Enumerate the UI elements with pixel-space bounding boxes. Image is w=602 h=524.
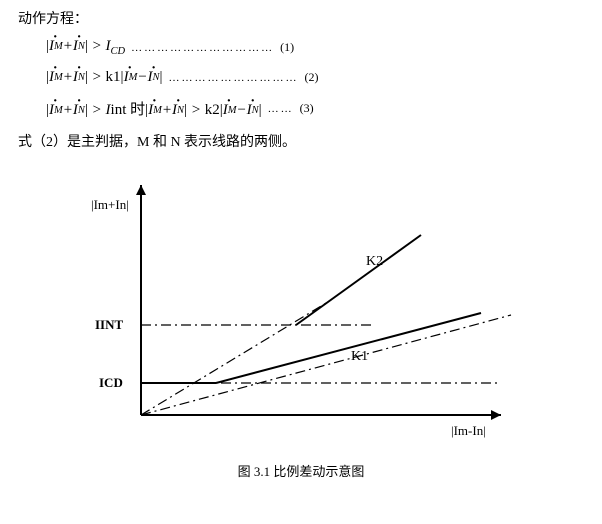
dots-1: …………………………… <box>131 42 274 54</box>
eqnum-3: (3) <box>300 101 314 116</box>
svg-text:K2: K2 <box>366 254 383 269</box>
eqnum-2: (2) <box>304 70 318 85</box>
ratio-diff-chart: |Im+In| |Im-In| K2 K1 IINT ICD <box>81 165 521 455</box>
note-text: 式（2）是主判据，M 和 N 表示线路的两侧。 <box>18 131 584 151</box>
dots-3: …… <box>268 103 294 115</box>
svg-text:K1: K1 <box>351 349 368 364</box>
dots-2: ………………………… <box>168 72 298 84</box>
svg-text:ICD: ICD <box>99 375 123 390</box>
svg-text:|Im+In|: |Im+In| <box>91 197 129 212</box>
equation-2: IM + IN > k1IM − IN ………………………… (2) <box>46 69 584 86</box>
svg-text:IINT: IINT <box>95 317 124 332</box>
svg-text:|Im-In|: |Im-In| <box>451 423 486 438</box>
equation-1: IM + IN > ICD …………………………… (1) <box>46 38 584 57</box>
equation-3: IM + IN > Iint 时IM + IN > k2IM − IN …… (… <box>46 98 584 119</box>
heading: 动作方程： <box>18 8 584 28</box>
chart-caption: 图 3.1 比例差动示意图 <box>18 461 584 480</box>
eqnum-1: (1) <box>280 40 294 55</box>
